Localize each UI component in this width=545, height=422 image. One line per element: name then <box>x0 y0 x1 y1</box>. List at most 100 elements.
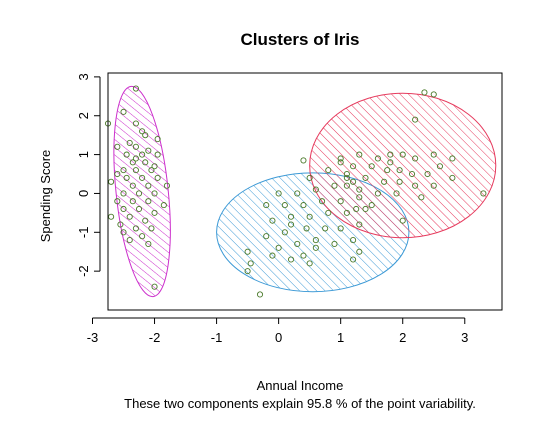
cluster-1-point <box>120 229 127 236</box>
cluster-1-point <box>108 178 115 185</box>
cluster-3-point <box>399 217 406 224</box>
cluster-2-point <box>269 252 276 259</box>
cluster-1-point <box>120 167 127 174</box>
cluster-1-point <box>123 174 130 181</box>
cluster-1-point <box>154 151 161 158</box>
cluster-2-point <box>312 244 319 251</box>
cluster-1-point <box>151 163 158 170</box>
cluster-2-point <box>256 291 264 298</box>
cluster-1-point <box>108 213 115 220</box>
cluster-1-point <box>132 155 139 162</box>
cluster-3-point <box>374 190 381 197</box>
cluster-3-point <box>368 202 375 209</box>
cluster-3-point <box>430 91 437 98</box>
cluster-2-point <box>269 217 276 224</box>
y-axis-label: Spending Score <box>38 150 53 243</box>
cluster-2-point <box>287 221 295 228</box>
cluster-1-point <box>132 167 139 174</box>
cluster-3-point <box>356 151 363 158</box>
cluster-3-point <box>337 155 344 162</box>
cluster-2-point <box>312 237 319 244</box>
cluster-1-point <box>120 190 127 197</box>
y-tick-label: 1 <box>76 151 91 158</box>
cluster-3-point <box>396 167 403 174</box>
cluster-3-point <box>412 116 419 123</box>
cluster-2-point <box>306 174 313 181</box>
cluster-3-point <box>387 159 394 166</box>
cluster-3-point <box>374 155 381 162</box>
cluster-1-point <box>120 108 127 115</box>
cluster-1-point <box>142 159 149 166</box>
cluster-2-point <box>331 240 338 248</box>
cluster-1-point <box>145 240 152 248</box>
x-tick-label: 3 <box>461 330 468 345</box>
x-tick-label: 2 <box>399 330 406 345</box>
cluster-1-point <box>154 135 161 143</box>
cluster-1-point <box>114 170 121 178</box>
cluster-2-point <box>244 248 251 255</box>
cluster-3-point <box>408 170 416 178</box>
cluster-1-point <box>135 190 143 197</box>
cluster-3-point <box>436 163 444 170</box>
cluster-1-point <box>139 174 146 181</box>
cluster-1-point <box>148 167 155 174</box>
cluster-3-point <box>399 151 406 158</box>
cluster-2-point <box>287 213 295 220</box>
cluster-1-point <box>120 205 127 213</box>
cluster-3-point <box>418 194 425 201</box>
cluster-2-point <box>300 157 307 164</box>
cluster-3-point <box>356 186 363 193</box>
cluster-2-point <box>306 260 313 267</box>
cluster-2-point <box>337 225 344 232</box>
y-tick-label: -2 <box>76 265 91 277</box>
cluster-2-point <box>350 178 357 185</box>
cluster-3-point <box>430 151 437 158</box>
cluster-2-point <box>322 225 329 232</box>
y-tick-label: 0 <box>76 190 91 197</box>
cluster-3-point <box>449 155 456 162</box>
x-tick-label: -2 <box>149 330 161 345</box>
cluster-2-point <box>350 256 357 263</box>
cluster-3-point <box>412 182 419 189</box>
cluster-2-point <box>263 202 270 209</box>
cluster-2-point <box>281 202 288 209</box>
cluster-2-point <box>275 190 282 197</box>
cluster-3-point <box>421 89 428 96</box>
cluster-3-point <box>343 174 350 181</box>
cluster-1-point <box>126 139 133 146</box>
cluster-1-ellipse <box>113 85 171 298</box>
cluster-1-point <box>142 132 149 139</box>
cluster-2-point <box>281 229 288 236</box>
data-points <box>104 85 487 298</box>
cluster-1-point <box>132 225 139 232</box>
cluster-1-point <box>129 182 136 189</box>
cluster-1-point <box>151 190 158 197</box>
cluster-3-point <box>362 174 369 181</box>
cluster-1-point <box>142 217 149 224</box>
x-axis-label: Annual Income <box>257 378 344 393</box>
cluster-2-point <box>287 256 295 263</box>
cluster-1-point <box>145 147 152 154</box>
cluster-2-point <box>325 209 332 216</box>
cluster-3-point <box>368 163 375 170</box>
cluster-1-point <box>160 202 167 209</box>
cluster-1-point <box>126 213 133 220</box>
cluster-3-point <box>412 155 419 162</box>
chart-title: Clusters of Iris <box>240 30 359 49</box>
cluster-2-point <box>319 198 326 205</box>
cluster-1-point <box>132 143 139 150</box>
cluster-3-point <box>353 205 360 213</box>
cluster-2-point <box>337 198 344 205</box>
x-tick-label: -1 <box>211 330 223 345</box>
cluster-3-point <box>393 190 400 197</box>
cluster-2-point <box>247 260 254 267</box>
cluster-2-point <box>300 202 307 209</box>
cluster-3-point <box>480 190 487 197</box>
cluster-1-point <box>139 128 146 135</box>
cluster-3-point <box>424 170 431 178</box>
y-tick-label: 2 <box>76 112 91 119</box>
cluster-1-point <box>139 151 146 158</box>
cluster-2-point <box>244 268 251 275</box>
cluster-1-point <box>154 174 161 181</box>
cluster-2-point <box>362 205 369 213</box>
